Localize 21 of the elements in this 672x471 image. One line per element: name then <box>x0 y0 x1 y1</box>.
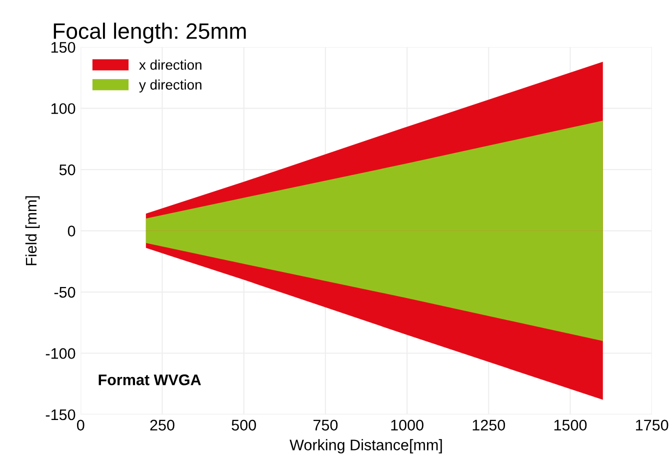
x-tick-label: 1750 <box>636 420 668 431</box>
x-tick-label: 1000 <box>391 420 424 431</box>
chart-title: Focal length: 25mm <box>54 22 246 44</box>
x-axis-title: Working Distance[mm] <box>290 439 442 454</box>
x-tick-label: 250 <box>150 420 174 431</box>
x-tick-label: 1250 <box>472 420 506 431</box>
legend-label: y direction <box>139 79 202 92</box>
y-tick-label: 150 <box>51 42 76 53</box>
x-tick-label: 0 <box>76 420 84 431</box>
x-tick-label: 1500 <box>554 420 587 431</box>
y-tick-label: -50 <box>54 286 76 298</box>
y-tick-label: 100 <box>51 103 76 114</box>
y-axis-title: Field [mm] <box>25 196 40 266</box>
y-tick-label: 50 <box>59 164 76 176</box>
legend-label: x direction <box>139 60 202 70</box>
y-tick-label: -100 <box>46 348 76 359</box>
y-tick-label: 0 <box>68 226 76 236</box>
y-tick-label: -150 <box>46 409 76 420</box>
x-tick-label: 500 <box>232 420 256 431</box>
annotation: Format WVGA <box>98 374 201 386</box>
x-tick-label: 750 <box>313 420 338 431</box>
